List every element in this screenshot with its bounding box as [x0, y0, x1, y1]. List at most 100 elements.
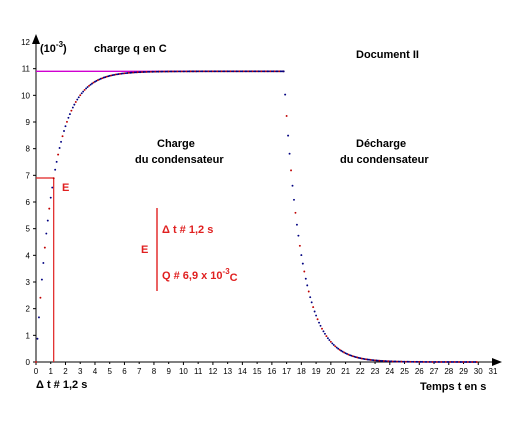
- data-point: [147, 70, 149, 73]
- data-point: [61, 135, 64, 138]
- data-point: [223, 70, 226, 73]
- data-point: [368, 358, 371, 361]
- data-point: [157, 70, 160, 73]
- data-point: [275, 70, 278, 73]
- data-point: [294, 211, 297, 214]
- data-point: [335, 346, 338, 349]
- data-point: [287, 134, 290, 137]
- data-point: [472, 361, 475, 363]
- data-point: [237, 70, 239, 73]
- x-tick-label: 0: [34, 367, 39, 376]
- data-point: [247, 70, 250, 73]
- data-point: [127, 71, 130, 74]
- data-point: [331, 342, 334, 345]
- data-point: [141, 71, 144, 74]
- y-tick-label: 2: [26, 305, 31, 314]
- data-point: [175, 70, 177, 73]
- data-point: [110, 74, 113, 77]
- data-point: [291, 184, 294, 187]
- data-point: [262, 70, 264, 73]
- data-point: [402, 360, 405, 363]
- data-point: [459, 361, 462, 363]
- data-point: [188, 70, 191, 73]
- data-point: [98, 78, 101, 81]
- data-point: [198, 70, 201, 73]
- annotation-decharge-1: Décharge: [356, 138, 406, 150]
- x-tick-label: 4: [93, 367, 98, 376]
- annotation-charge-2: du condensateur: [135, 154, 224, 166]
- data-point: [102, 76, 105, 79]
- data-point: [220, 70, 223, 73]
- data-point: [353, 355, 356, 358]
- data-point: [94, 80, 96, 83]
- data-point: [458, 361, 461, 363]
- x-tick-label: 9: [166, 367, 171, 376]
- data-point: [43, 246, 46, 249]
- data-points: [35, 70, 478, 363]
- data-point: [239, 70, 242, 73]
- chart-title: Document II: [356, 49, 419, 61]
- data-point: [142, 71, 145, 73]
- data-point: [80, 92, 83, 95]
- data-point: [216, 70, 219, 73]
- data-point: [325, 335, 328, 338]
- data-point: [244, 70, 247, 73]
- data-point: [403, 360, 406, 363]
- data-point: [197, 70, 200, 73]
- data-point: [301, 262, 304, 265]
- annotation-q-bracket: Q # 6,9 x 10-3C: [162, 267, 238, 284]
- data-point: [111, 74, 114, 77]
- data-point: [155, 70, 158, 73]
- data-point: [173, 70, 176, 73]
- data-point: [337, 347, 340, 350]
- data-point: [154, 70, 157, 73]
- data-point: [369, 358, 372, 361]
- data-point: [232, 70, 235, 73]
- x-tick-label: 13: [223, 367, 232, 376]
- data-point: [319, 324, 322, 327]
- data-point: [238, 70, 241, 73]
- data-point: [209, 70, 211, 73]
- data-point: [270, 70, 273, 73]
- x-ticks: 0 2 4 6 8 10 12 14 16 18 20 22 24 26 28 301 3 5 7 9 11 13 15 17…: [34, 362, 498, 376]
- data-point: [73, 103, 76, 106]
- data-point: [57, 153, 60, 156]
- data-point: [89, 83, 92, 86]
- y-tick-label: 1: [26, 331, 31, 340]
- x-tick-label: 28: [444, 367, 453, 376]
- data-point: [76, 98, 79, 101]
- data-point: [132, 71, 135, 74]
- data-point: [406, 360, 409, 363]
- y-tick-label: 8: [26, 145, 31, 154]
- data-point: [343, 351, 346, 354]
- x-tick-label: 1: [49, 367, 54, 376]
- x-tick-label: 18: [297, 367, 306, 376]
- data-point: [428, 360, 431, 363]
- data-point: [396, 360, 399, 363]
- data-point: [136, 71, 139, 74]
- data-point: [347, 353, 350, 356]
- data-point: [150, 70, 152, 73]
- data-point: [360, 357, 363, 360]
- x-axis-label: Temps t en s: [420, 381, 486, 393]
- data-point: [179, 70, 182, 73]
- data-point: [425, 360, 428, 363]
- data-point: [416, 360, 419, 363]
- data-point: [422, 360, 425, 363]
- x-tick-label: 7: [137, 367, 142, 376]
- data-point: [391, 360, 394, 363]
- x-tick-label: 3: [78, 367, 83, 376]
- data-point: [181, 70, 183, 73]
- data-point: [92, 81, 95, 84]
- x-tick-label: 14: [238, 367, 247, 376]
- data-point: [390, 360, 393, 363]
- data-point: [293, 198, 295, 201]
- data-point: [228, 70, 231, 73]
- data-point: [195, 70, 198, 73]
- data-point: [253, 70, 256, 73]
- data-point: [101, 77, 104, 80]
- data-point: [409, 360, 412, 363]
- data-point: [86, 86, 89, 89]
- y-tick-label: 0: [26, 358, 31, 367]
- x-tick-label: 11: [194, 367, 203, 376]
